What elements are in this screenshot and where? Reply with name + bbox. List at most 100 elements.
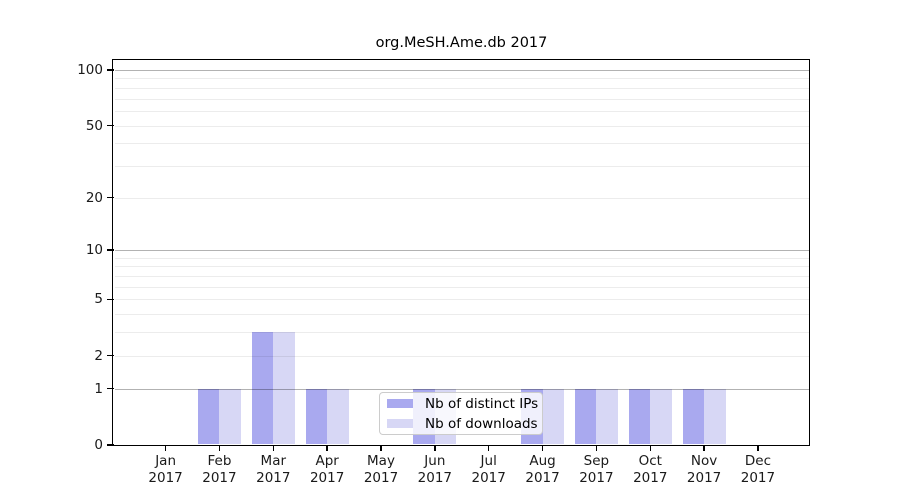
x-tick <box>272 445 275 451</box>
bar-downloads <box>650 388 672 444</box>
x-tick <box>487 445 490 451</box>
x-tick <box>757 445 759 451</box>
x-tick-label-year: 2017 <box>686 469 722 486</box>
y-tick-label: 10 <box>85 242 103 259</box>
gridline-major <box>114 70 809 71</box>
y-tick <box>107 354 114 357</box>
x-tick-label-year: 2017 <box>579 469 614 486</box>
x-tick-label-year: 2017 <box>202 469 237 486</box>
x-tick <box>595 445 598 451</box>
x-tick-label-month: Mar <box>260 453 287 469</box>
y-tick <box>107 196 114 199</box>
x-tick-label-month: Nov <box>690 453 718 469</box>
legend-item-distinct-ips: Nb of distinct IPs <box>387 396 542 412</box>
y-tick-label: 0 <box>94 437 103 453</box>
legend-label-distinct-ips: Nb of distinct IPs <box>425 395 539 412</box>
bar-downloads <box>219 388 241 444</box>
x-tick-label-month: Feb <box>207 453 232 469</box>
y-tick <box>107 444 114 446</box>
bar-distinct-ips <box>682 388 705 444</box>
bar-distinct-ips <box>251 332 274 444</box>
x-tick <box>541 445 544 451</box>
y-tick-label: 20 <box>85 189 103 206</box>
x-tick-label-year: 2017 <box>309 469 345 486</box>
x-tick-label-year: 2017 <box>417 469 453 486</box>
gridline-minor <box>114 355 809 357</box>
x-tick-label-month: May <box>367 453 395 469</box>
y-tick <box>107 249 114 251</box>
y-tick-label: 1 <box>94 380 103 397</box>
x-tick-label-year: 2017 <box>633 469 668 486</box>
x-tick-label-year: 2017 <box>740 469 776 486</box>
x-tick-label-month: Jun <box>424 453 446 469</box>
x-tick-label: Mar 2017 <box>245 453 301 486</box>
gridline-minor <box>114 266 809 268</box>
gridline-major <box>114 250 809 252</box>
bar-distinct-ips <box>628 388 651 444</box>
x-tick-label: Sep 2017 <box>568 453 624 486</box>
x-tick <box>703 445 705 451</box>
legend-label-downloads: Nb of downloads <box>425 415 538 432</box>
plot-border <box>112 58 810 446</box>
x-tick-label: Apr 2017 <box>299 453 355 486</box>
gridline-minor <box>114 78 809 80</box>
gridline-minor <box>114 125 809 127</box>
x-tick-label-year: 2017 <box>471 469 506 486</box>
bar-distinct-ips <box>574 388 597 444</box>
x-tick-label: Dec 2017 <box>730 453 786 486</box>
x-tick-label-month: Jan <box>155 453 176 469</box>
x-tick-label-year: 2017 <box>256 469 291 486</box>
x-tick-label-month: Apr <box>315 453 339 469</box>
legend-item-downloads: Nb of downloads <box>387 416 542 432</box>
x-tick-label: Jul 2017 <box>461 453 517 486</box>
bar-distinct-ips <box>197 388 220 444</box>
y-tick <box>107 387 114 390</box>
x-tick <box>380 445 382 451</box>
gridline-minor <box>114 299 809 301</box>
gridline-minor <box>114 143 809 145</box>
x-tick-label-year: 2017 <box>363 469 399 486</box>
bar-downloads <box>704 388 726 444</box>
gridline-major <box>114 388 809 390</box>
y-tick-label: 5 <box>94 291 103 308</box>
legend-swatch-downloads <box>387 418 413 429</box>
bar-downloads <box>542 388 565 444</box>
y-tick <box>107 69 114 71</box>
x-tick-label-year: 2017 <box>148 469 183 486</box>
gridline-minor <box>114 98 809 100</box>
gridline-minor <box>114 314 809 316</box>
x-tick-label: Feb 2017 <box>191 453 247 486</box>
gridline-minor <box>114 165 809 167</box>
gridline-minor <box>114 332 809 334</box>
x-tick-label: Jan 2017 <box>138 453 194 486</box>
bar-distinct-ips <box>305 388 328 444</box>
gridline-minor <box>114 276 809 278</box>
x-tick-label-month: Sep <box>583 453 610 469</box>
gridline-minor <box>114 286 809 288</box>
x-tick-label: Aug 2017 <box>515 453 571 486</box>
chart-title: org.MeSH.Ame.db 2017 <box>375 35 548 51</box>
y-tick <box>107 124 114 127</box>
x-tick-label-year: 2017 <box>525 469 560 486</box>
x-tick-label: Nov 2017 <box>676 453 732 486</box>
legend: Nb of distinct IPs Nb of downloads <box>379 392 543 435</box>
x-tick-label: Oct 2017 <box>622 453 678 486</box>
x-tick-label-month: Jul <box>480 453 497 469</box>
x-tick <box>326 445 328 451</box>
x-tick-label-month: Aug <box>529 453 556 469</box>
legend-swatch-distinct-ips <box>387 398 413 409</box>
gridline-minor <box>114 110 809 112</box>
x-tick-label-month: Dec <box>744 453 771 469</box>
gridline-minor <box>114 197 809 199</box>
x-tick-label: Jun 2017 <box>407 453 463 486</box>
y-tick-label: 50 <box>85 117 103 134</box>
x-tick <box>164 445 167 451</box>
x-tick <box>649 445 651 451</box>
bar-downloads <box>327 388 349 444</box>
y-tick <box>107 298 114 301</box>
x-tick-label-month: Oct <box>638 453 662 469</box>
y-tick-label: 2 <box>94 347 103 364</box>
bar-downloads <box>273 332 295 444</box>
x-tick-label: May 2017 <box>353 453 409 486</box>
